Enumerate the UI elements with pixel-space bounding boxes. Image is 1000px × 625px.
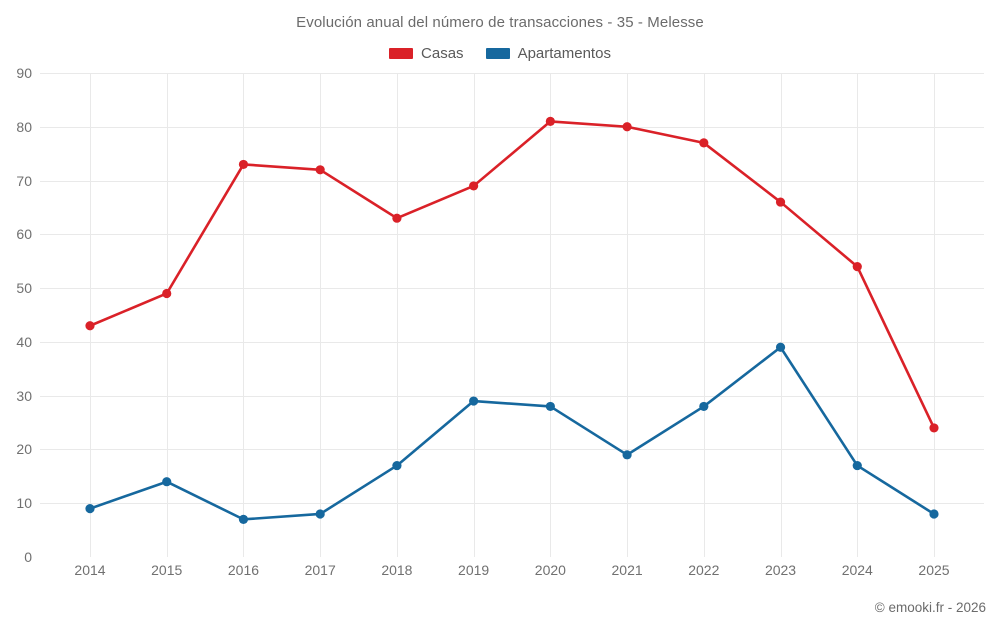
y-axis-tick-label: 10	[16, 495, 32, 512]
x-axis-tick-label: 2016	[227, 562, 260, 578]
series-line-apartamentos	[88, 345, 936, 521]
x-axis-tick-label: 2015	[151, 562, 183, 578]
footer-credit: © emooki.fr - 2026	[874, 600, 986, 615]
grid-lines	[40, 73, 984, 557]
y-axis-tick-label: 90	[16, 65, 32, 81]
data-point[interactable]	[622, 122, 632, 132]
y-axis-tick-label: 30	[16, 387, 32, 404]
data-point[interactable]	[85, 504, 95, 514]
x-axis-tick-label: 2018	[381, 562, 413, 578]
x-axis-tick-label: 2014	[74, 562, 106, 578]
data-point[interactable]	[85, 321, 95, 331]
data-point[interactable]	[315, 165, 325, 175]
data-series-layer	[85, 116, 939, 524]
data-point[interactable]	[162, 288, 172, 299]
data-point[interactable]	[622, 450, 632, 460]
x-axis-labels: 2014 2015 2016 2017 2018 2019 2020 2021 2022 2023…	[40, 562, 984, 586]
chart-legend: Casas Apartamentos	[0, 45, 1000, 62]
legend-label-apartamentos: Apartamentos	[517, 45, 611, 62]
data-point[interactable]	[392, 460, 402, 471]
data-point[interactable]	[852, 460, 862, 471]
y-axis-tick-label: 50	[16, 280, 32, 297]
y-axis-tick-label: 60	[16, 226, 32, 243]
chart-title: Evolución anual del número de transaccio…	[296, 14, 704, 31]
y-axis-tick-label: 20	[16, 441, 32, 458]
data-point[interactable]	[469, 181, 479, 191]
legend-color-swatch-casas	[389, 48, 414, 59]
legend-item-apartamentos[interactable]: Apartamentos	[485, 45, 611, 62]
data-point[interactable]	[545, 116, 555, 126]
data-point[interactable]	[392, 213, 402, 223]
x-axis-tick-label: 2020	[534, 562, 566, 578]
x-axis-tick-label: 2023	[764, 562, 797, 578]
data-point[interactable]	[238, 514, 249, 524]
y-axis-labels: 0 10 20 30 40 50 60 70 80 90	[0, 65, 32, 565]
data-point[interactable]	[699, 138, 709, 148]
x-axis-tick-label: 2025	[918, 562, 950, 578]
plot-area	[40, 73, 984, 557]
data-point[interactable]	[775, 342, 786, 352]
legend-label-casas: Casas	[421, 45, 464, 62]
data-point[interactable]	[929, 509, 939, 519]
y-axis-tick-label: 70	[16, 172, 32, 189]
data-point[interactable]	[545, 401, 555, 412]
legend-color-swatch-apartamentos	[485, 48, 510, 59]
y-axis-tick-label: 0	[24, 549, 32, 565]
x-axis-tick-label: 2019	[458, 562, 490, 578]
x-axis-tick-label: 2021	[611, 562, 643, 578]
data-point[interactable]	[238, 159, 249, 170]
series-line-casas	[88, 120, 936, 430]
data-point[interactable]	[162, 477, 172, 487]
y-axis-tick-label: 40	[16, 333, 32, 350]
data-point[interactable]	[852, 262, 862, 272]
x-axis-tick-label: 2017	[304, 562, 336, 578]
legend-item-casas[interactable]: Casas	[389, 45, 464, 62]
y-axis-tick-label: 80	[16, 118, 32, 135]
data-point[interactable]	[469, 396, 479, 406]
data-point[interactable]	[775, 197, 786, 207]
x-axis-tick-label: 2024	[841, 562, 873, 578]
chart-plot-svg	[40, 73, 984, 557]
x-axis-tick-label: 2022	[688, 562, 720, 578]
data-point[interactable]	[315, 509, 325, 519]
data-point[interactable]	[929, 423, 939, 433]
data-point[interactable]	[699, 401, 709, 412]
